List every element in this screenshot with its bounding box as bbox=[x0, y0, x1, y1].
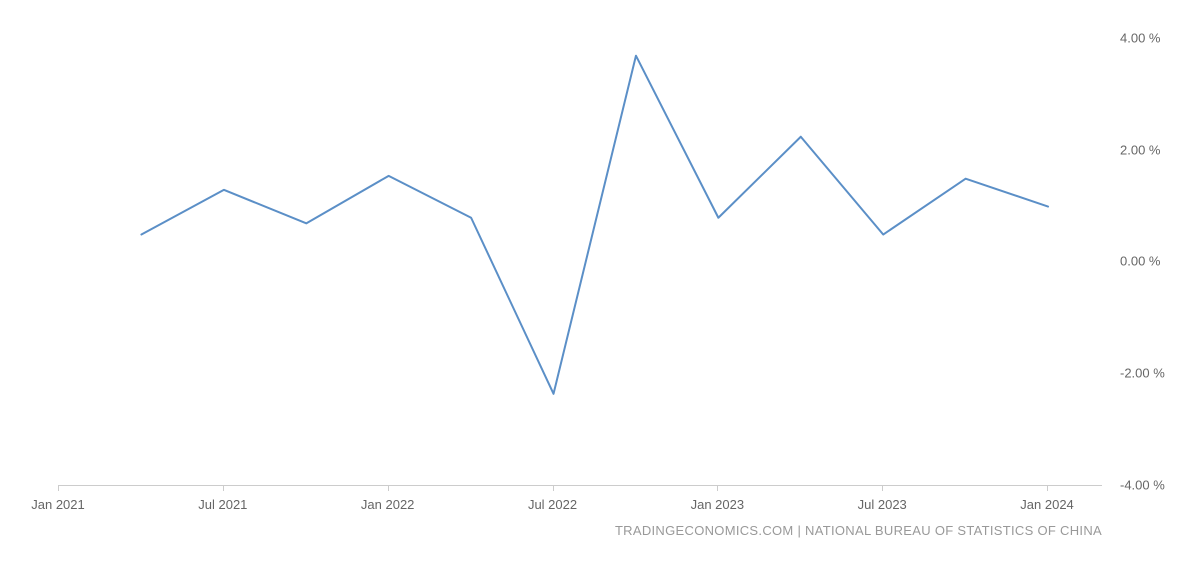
y-tick-label: 4.00 % bbox=[1120, 30, 1160, 45]
y-tick-label: -4.00 % bbox=[1120, 478, 1165, 493]
x-tick-mark bbox=[388, 485, 389, 491]
x-tick-label: Jul 2023 bbox=[858, 497, 907, 512]
x-tick-mark bbox=[1047, 485, 1048, 491]
data-line bbox=[141, 56, 1048, 394]
x-tick-mark bbox=[223, 485, 224, 491]
x-tick-label: Jan 2022 bbox=[361, 497, 415, 512]
plot-area bbox=[58, 10, 1103, 486]
x-axis-line bbox=[58, 485, 1102, 486]
x-tick-label: Jan 2024 bbox=[1020, 497, 1074, 512]
line-chart-svg bbox=[59, 11, 1103, 486]
x-tick-label: Jul 2021 bbox=[198, 497, 247, 512]
y-tick-label: 2.00 % bbox=[1120, 142, 1160, 157]
source-credit: TRADINGECONOMICS.COM | NATIONAL BUREAU O… bbox=[615, 523, 1102, 538]
x-tick-label: Jan 2023 bbox=[691, 497, 745, 512]
x-tick-mark bbox=[717, 485, 718, 491]
y-tick-label: -2.00 % bbox=[1120, 366, 1165, 381]
y-tick-label: 0.00 % bbox=[1120, 254, 1160, 269]
x-tick-mark bbox=[553, 485, 554, 491]
x-tick-mark bbox=[58, 485, 59, 491]
x-tick-label: Jul 2022 bbox=[528, 497, 577, 512]
chart-container: Jan 2021 Jul 2021 Jan 2022 Jul 2022 Jan 2023… bbox=[0, 0, 1200, 565]
x-tick-mark bbox=[882, 485, 883, 491]
x-tick-label: Jan 2021 bbox=[31, 497, 85, 512]
